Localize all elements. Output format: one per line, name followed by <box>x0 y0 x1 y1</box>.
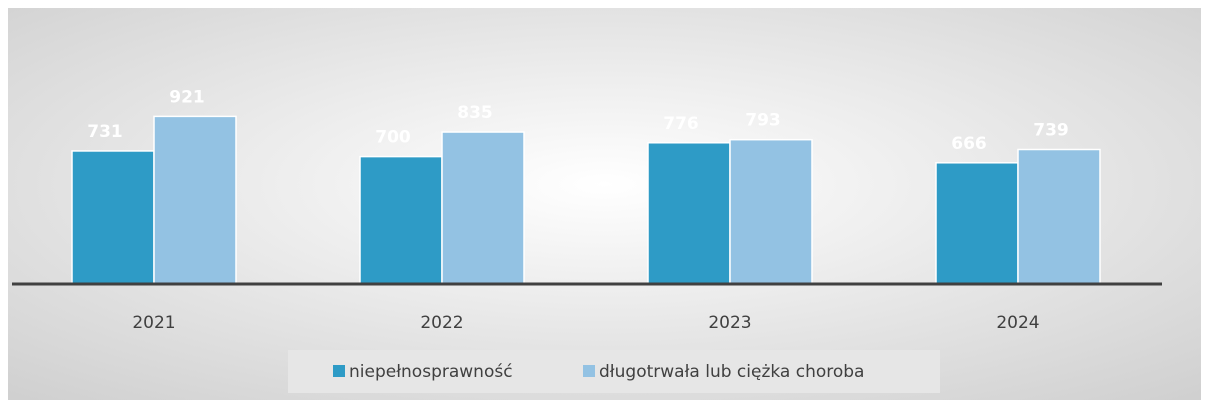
bar <box>153 115 237 285</box>
x-tick-label: 2024 <box>996 313 1039 333</box>
value-label: 921 <box>169 87 205 107</box>
value-label: 776 <box>663 114 699 134</box>
value-label: 793 <box>745 111 781 131</box>
legend-label: niepełnosprawność <box>349 362 513 382</box>
bar <box>729 138 813 285</box>
value-label: 739 <box>1033 121 1069 141</box>
value-label: 731 <box>87 122 123 142</box>
x-tick-label: 2022 <box>420 313 463 333</box>
bar <box>935 162 1019 285</box>
x-tick-label: 2023 <box>708 313 751 333</box>
legend-swatch <box>333 365 345 377</box>
bar <box>647 142 731 285</box>
legend-label: długotrwała lub ciężka choroba <box>599 362 864 382</box>
legend-box <box>288 350 940 393</box>
legend-swatch <box>583 365 595 377</box>
bar <box>359 155 443 285</box>
value-label: 835 <box>457 103 493 123</box>
value-label: 666 <box>951 134 987 154</box>
x-tick-label: 2021 <box>132 313 175 333</box>
bar <box>71 150 155 285</box>
bar <box>441 131 525 285</box>
value-label: 700 <box>375 128 411 148</box>
bar <box>1017 148 1101 285</box>
